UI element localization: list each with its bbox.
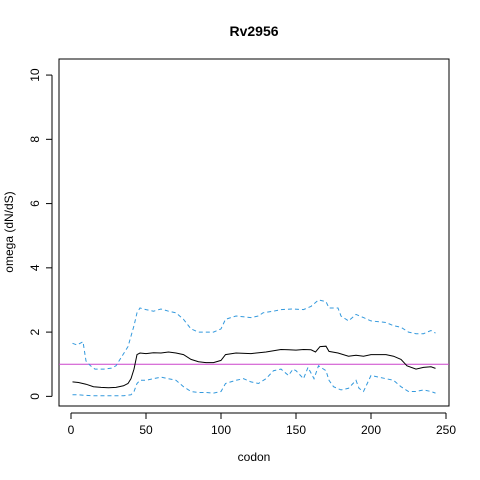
x-axis-label: codon [238,450,271,464]
x-tick-label: 150 [286,423,306,437]
y-tick-label: 8 [28,136,42,143]
y-tick-label: 2 [28,328,42,335]
series-line-lower [72,365,436,397]
x-axis: 0 50 100 150 200 250 [68,412,456,437]
x-tick-label: 250 [436,423,456,437]
x-tick-label: 100 [211,423,231,437]
series-line-mean [72,345,436,389]
y-tick-label: 6 [28,200,42,207]
x-tick-label: 50 [139,423,153,437]
y-axis-label: omega (dN/dS) [2,191,16,272]
series-line-upper [72,299,436,370]
series-group [72,299,436,397]
y-axis: 0 2 4 6 8 10 [28,68,53,400]
x-tick-label: 200 [361,423,381,437]
y-tick-label: 10 [28,68,42,82]
x-tick-label: 0 [68,423,75,437]
y-tick-label: 4 [28,264,42,271]
plot-frame [58,58,450,407]
chart-title: Rv2956 [229,23,278,39]
y-tick-label: 0 [28,393,42,400]
